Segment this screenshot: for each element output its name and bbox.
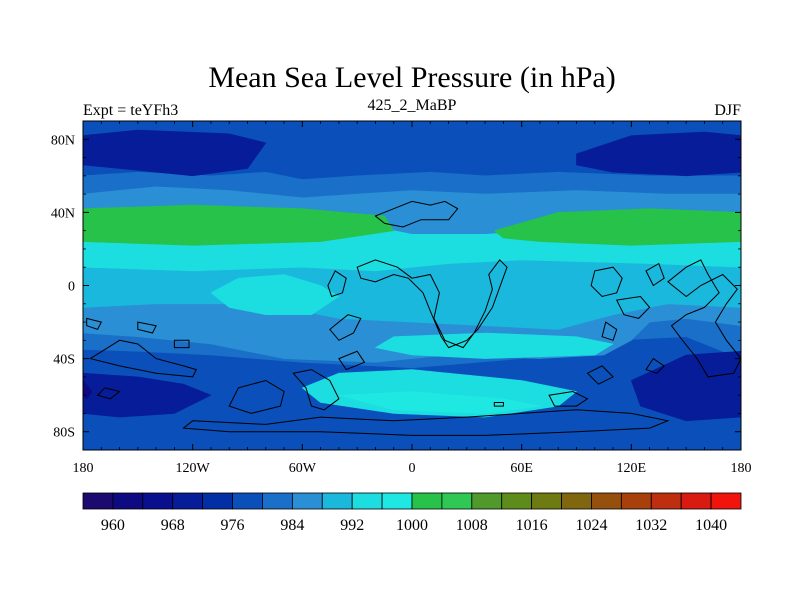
colorbar-swatch-20 (680, 492, 712, 510)
y-tick-label-0: 80N (51, 133, 75, 148)
x-tick-label-6: 180 (731, 461, 752, 476)
x-tick-label-1: 120W (176, 461, 211, 476)
x-axis: 180 120W 60W 0 60E 120E 180 (73, 121, 752, 476)
colorbar-label-2: 976 (221, 517, 245, 534)
subtitle-run: 425_2_MaBP (368, 97, 457, 114)
subtitle-experiment: Expt = teYFh3 (83, 102, 178, 119)
chart-title: Mean Sea Level Pressure (in hPa) (208, 61, 615, 94)
colorbar-swatch-7 (291, 492, 323, 510)
y-tick-label-4: 80S (53, 426, 75, 441)
coastline-12 (137, 321, 157, 334)
colorbar-swatch-16 (561, 492, 592, 510)
coastline-1 (356, 259, 508, 349)
coastline-8 (493, 402, 504, 407)
contour-region-964-15 (83, 380, 93, 400)
coastline-11 (86, 317, 103, 331)
contour-region-972-14 (630, 350, 741, 422)
y-tick-label-2: 0 (68, 280, 75, 295)
coastline-4 (338, 350, 366, 371)
colorbar-label-6: 1008 (456, 517, 488, 534)
colorbar-label-8: 1024 (576, 517, 608, 534)
coastline-16 (615, 295, 651, 319)
colorbar-label-10: 1040 (695, 517, 727, 534)
x-tick-label-5: 120E (617, 461, 647, 476)
colorbar-swatch-21 (710, 492, 742, 510)
coastline-7 (182, 409, 670, 436)
colorbar-swatch-12 (441, 492, 473, 510)
colorbar-swatch-8 (321, 492, 353, 510)
colorbar-swatch-10 (381, 492, 413, 510)
subtitle-season: DJF (714, 102, 741, 119)
y-axis: 80N 40N 0 40S 80S (51, 120, 741, 451)
x-tick-label-2: 60W (289, 461, 317, 476)
map-plot-area (83, 121, 741, 450)
contour-region-972-12 (576, 131, 741, 177)
coastline-5 (292, 369, 340, 411)
colorbar-label-9: 1032 (635, 517, 667, 534)
coastline-6 (228, 379, 285, 414)
colorbar-swatch-9 (351, 492, 383, 510)
colorbar-swatch-14 (501, 492, 533, 510)
coastline-13 (173, 339, 190, 349)
coastline-10 (89, 339, 198, 378)
contour-region-1008-9 (83, 204, 395, 246)
coastline-20 (645, 357, 665, 374)
colorbar-swatch-4 (202, 492, 233, 510)
contour-region-972-11 (83, 129, 267, 177)
contour-region-996-5 (210, 274, 340, 316)
colorbar-label-3: 984 (280, 517, 304, 534)
coastline-2 (329, 314, 362, 341)
coastline-9 (548, 390, 589, 407)
colorbar-swatch-2 (142, 492, 174, 510)
colorbar-swatch-18 (620, 492, 652, 510)
colorbar-label-4: 992 (340, 517, 364, 534)
colorbar-label-1: 968 (161, 517, 185, 534)
colorbar-swatch-6 (262, 492, 293, 510)
colorbar-label-7: 1016 (516, 517, 548, 534)
coastline-17 (601, 321, 618, 341)
colorbar-swatch-1 (112, 492, 144, 510)
coastline-18 (645, 262, 665, 287)
colorbar: 960 968 976 984 992 1000 1008 1016 1024 1032 1040 (82, 492, 742, 534)
contour-region-972-13 (83, 372, 212, 418)
coastline-21 (586, 365, 614, 385)
contour-region-1000-8 (338, 391, 541, 414)
coastline-14 (96, 387, 121, 400)
colorbar-swatch-17 (591, 492, 622, 510)
coastline-0 (374, 200, 459, 228)
colorbar-swatch-19 (650, 492, 682, 510)
y-tick-label-3: 40S (53, 353, 75, 368)
coastline-layer (86, 200, 741, 436)
colorbar-swatch-5 (232, 492, 263, 510)
y-tick-label-1: 40N (51, 206, 75, 221)
x-tick-label-4: 60E (510, 461, 533, 476)
colorbar-swatch-11 (411, 492, 443, 510)
colorbar-swatch-13 (471, 492, 503, 510)
contour-region-1008-10 (493, 208, 741, 246)
colorbar-label-0: 960 (101, 517, 125, 534)
colorbar-swatch-0 (82, 492, 114, 510)
x-tick-label-0: 180 (73, 461, 94, 476)
coastline-19 (667, 259, 741, 378)
contour-fill-layer (83, 121, 741, 450)
x-tick-label-3: 0 (409, 461, 416, 476)
coastline-15 (590, 266, 623, 298)
colorbar-swatch-3 (172, 492, 204, 510)
colorbar-label-5: 1000 (396, 517, 428, 534)
contour-region-996-6 (375, 332, 614, 359)
colorbar-swatch-15 (531, 492, 562, 510)
coastline-3 (327, 270, 347, 298)
